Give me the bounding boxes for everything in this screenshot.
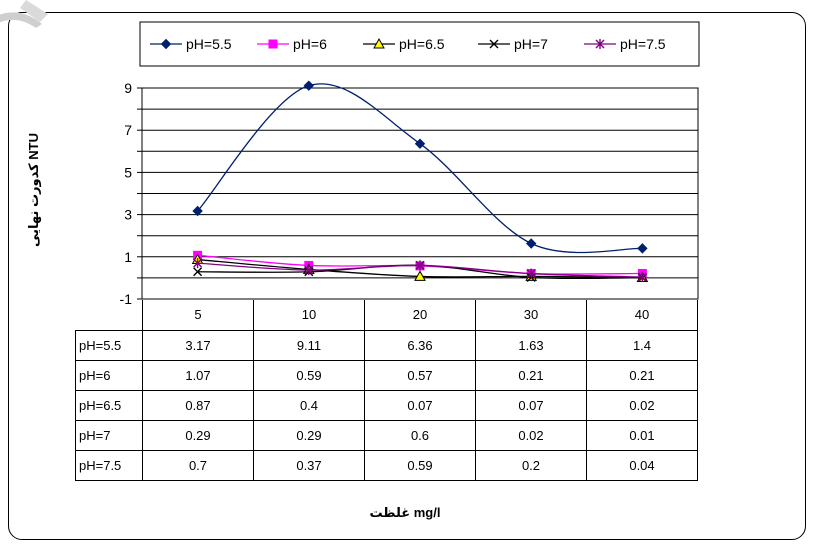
table-cell: 0.21: [586, 359, 698, 391]
table-cell: 0.29: [253, 419, 365, 451]
table-cell: 0.4: [253, 389, 365, 421]
legend-marker-icon: [268, 39, 278, 49]
table-header-cell: 40: [586, 300, 698, 331]
table-header-cell: 20: [364, 300, 476, 331]
y-tick-label: 1: [124, 249, 132, 265]
legend-marker-icon: [595, 39, 605, 49]
table-cell: 0.2: [475, 449, 587, 481]
table-cell: 0.7: [142, 449, 254, 481]
legend-label: pH=6: [293, 36, 327, 52]
watermark-logo: [0, 0, 48, 28]
table-cell: 0.02: [475, 419, 587, 451]
table-cell: 1.4: [586, 329, 698, 361]
data-point: [525, 238, 537, 249]
table-row-label: pH=5.5: [75, 329, 143, 361]
table-cell: 0.37: [253, 449, 365, 481]
table-row: pH=7.5 0.7 0.37 0.59 0.2 0.04: [75, 449, 698, 481]
data-point: [414, 270, 426, 281]
table-cell: 1.07: [142, 359, 254, 391]
legend-label: pH=7.5: [620, 36, 666, 52]
data-point: [637, 272, 647, 283]
data-point: [303, 80, 315, 91]
y-tick-label: 5: [124, 164, 132, 180]
table-header-cell: 5: [142, 300, 254, 331]
legend: pH=5.5 pH=6 pH=6.5 pH=7 pH=7.5: [139, 21, 700, 67]
table-header-cell: 30: [475, 300, 587, 331]
table-cell: 0.87: [142, 389, 254, 421]
table-row: pH=7 0.29 0.29 0.6 0.02 0.01: [75, 419, 698, 451]
legend-label: pH=5.5: [186, 36, 232, 52]
table-header-row: 5 10 20 30 40: [75, 300, 698, 331]
x-axis-label: غلظت mg/l: [369, 505, 441, 520]
y-tick-label: 3: [124, 207, 132, 223]
table-cell: 0.6: [364, 419, 476, 451]
y-tick-label: 7: [124, 122, 132, 138]
table-cell: 9.11: [253, 329, 365, 361]
table-row-label: pH=7.5: [75, 449, 143, 481]
legend-marker-icon: [373, 37, 385, 49]
table-cell: 0.07: [475, 389, 587, 421]
legend-marker-icon: [160, 38, 172, 50]
table-corner: [75, 300, 143, 331]
table-cell: 0.04: [586, 449, 698, 481]
data-point: [304, 265, 314, 276]
table-row: pH=6 1.07 0.59 0.57 0.21 0.21: [75, 359, 698, 391]
table-cell: 0.57: [364, 359, 476, 391]
table-cell: 0.29: [142, 419, 254, 451]
legend-label: pH=7: [514, 36, 548, 52]
table-row: pH=6.5 0.87 0.4 0.07 0.07 0.02: [75, 389, 698, 421]
data-point: [193, 267, 203, 277]
table-cell: 0.02: [586, 389, 698, 421]
data-point: [637, 243, 648, 254]
y-axis-label: کدورت نهایی NTU: [26, 132, 41, 248]
legend-marker-icon: [489, 39, 499, 49]
table-cell: 0.21: [475, 359, 587, 391]
table-cell: 0.01: [586, 419, 698, 451]
table-cell: 0.59: [364, 449, 476, 481]
data-table: 5 10 20 30 40 pH=5.5 3.17 9.11 6.36 1.63…: [75, 300, 698, 481]
legend-label: pH=6.5: [399, 36, 445, 52]
table-cell: 3.17: [142, 329, 254, 361]
data-point: [193, 258, 203, 269]
table-cell: 6.36: [364, 329, 476, 361]
table-header-cell: 10: [253, 300, 365, 331]
data-point: [415, 260, 425, 271]
table-cell: 1.63: [475, 329, 587, 361]
data-point: [414, 138, 426, 149]
table-row: pH=5.5 3.17 9.11 6.36 1.63 1.4: [75, 329, 698, 361]
table-cell: 0.59: [253, 359, 365, 391]
table-row-label: pH=6.5: [75, 389, 143, 421]
data-point: [192, 205, 203, 217]
table-row-label: pH=7: [75, 419, 143, 451]
table-row-label: pH=6: [75, 359, 143, 391]
data-point: [526, 268, 536, 279]
y-tick-label: 9: [124, 80, 132, 96]
chart-frame: [8, 12, 806, 540]
table-cell: 0.07: [364, 389, 476, 421]
